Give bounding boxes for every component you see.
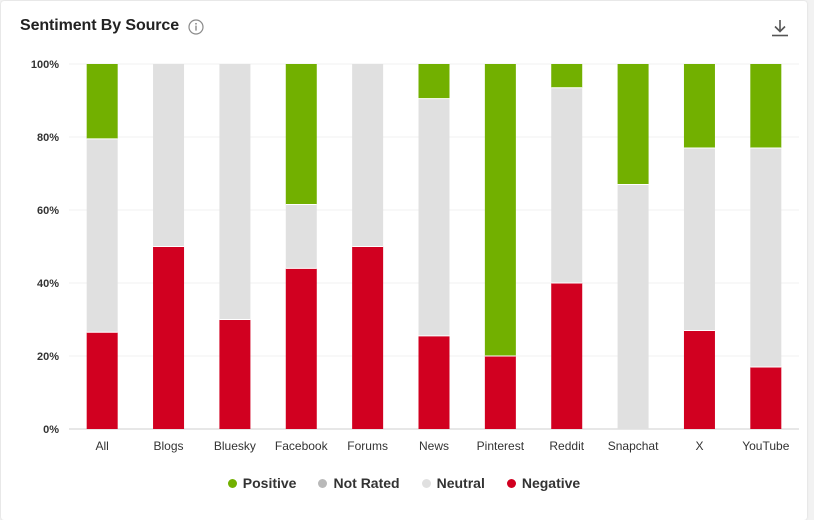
legend-dot-not-rated: [318, 478, 328, 488]
bar-negative-blogs[interactable]: [153, 246, 185, 430]
legend-label-not-rated: Not Rated: [333, 475, 400, 491]
bar-negative-reddit[interactable]: [551, 283, 583, 429]
bar-negative-facebook[interactable]: [285, 268, 317, 429]
bar-neutral-news[interactable]: [418, 98, 450, 336]
legend-dot-neutral: [421, 478, 431, 488]
bar-neutral-facebook[interactable]: [285, 204, 317, 269]
bar-neutral-x[interactable]: [683, 147, 715, 331]
bar-neutral-youtube[interactable]: [750, 147, 782, 367]
bar-neutral-reddit[interactable]: [551, 87, 583, 283]
info-icon[interactable]: [188, 19, 204, 35]
bar-neutral-all[interactable]: [86, 138, 118, 333]
bar-negative-news[interactable]: [418, 335, 450, 429]
legend-item-positive[interactable]: Positive: [227, 475, 297, 491]
bar-neutral-snapchat[interactable]: [617, 184, 649, 429]
bar-negative-forums[interactable]: [352, 246, 384, 430]
bar-positive-facebook[interactable]: [285, 64, 317, 205]
legend-label-neutral: Neutral: [436, 475, 485, 491]
x-tick-label: Facebook: [275, 439, 329, 453]
legend-dot-negative: [506, 478, 516, 488]
bar-neutral-bluesky[interactable]: [219, 64, 251, 320]
legend-dot-positive: [227, 478, 237, 488]
legend-item-not-rated[interactable]: Not Rated: [318, 475, 400, 491]
y-tick-label: 0%: [43, 424, 59, 436]
bar-positive-snapchat[interactable]: [617, 64, 649, 185]
bar-negative-all[interactable]: [86, 332, 118, 429]
y-tick-label: 100%: [31, 59, 59, 71]
download-icon[interactable]: [769, 17, 791, 39]
x-tick-label: Snapchat: [608, 439, 659, 453]
bar-positive-youtube[interactable]: [750, 64, 782, 148]
bar-positive-all[interactable]: [86, 64, 118, 139]
bar-positive-reddit[interactable]: [551, 64, 583, 88]
legend-label-negative: Negative: [521, 475, 581, 491]
y-tick-label: 80%: [37, 132, 59, 144]
bar-negative-pinterest[interactable]: [484, 356, 516, 429]
x-tick-label: Reddit: [549, 439, 584, 453]
y-tick-label: 20%: [37, 351, 59, 363]
bar-neutral-forums[interactable]: [352, 64, 384, 247]
x-tick-label: All: [96, 439, 109, 453]
bar-negative-youtube[interactable]: [750, 366, 782, 429]
x-tick-label: YouTube: [742, 439, 789, 453]
y-tick-label: 60%: [37, 205, 59, 217]
x-tick-label: X: [695, 439, 703, 453]
stacked-bar-chart: 0% 20% 40% 60% 80% 100% All Blogs Bluesky Faceboo…: [31, 59, 799, 453]
x-tick-label: Bluesky: [214, 439, 256, 453]
bar-neutral-blogs[interactable]: [153, 64, 185, 247]
bar-positive-x[interactable]: [683, 64, 715, 148]
legend-label-positive: Positive: [242, 475, 297, 491]
bar-negative-bluesky[interactable]: [219, 319, 251, 430]
x-tick-label: Blogs: [154, 439, 184, 453]
bar-negative-x[interactable]: [683, 330, 715, 429]
x-tick-label: Forums: [347, 439, 388, 453]
chart-title: Sentiment By Source: [20, 17, 180, 34]
legend-item-negative[interactable]: Negative: [506, 475, 581, 491]
legend-item-neutral[interactable]: Neutral: [421, 475, 485, 491]
y-tick-label: 40%: [37, 278, 59, 290]
x-tick-label: News: [419, 439, 449, 453]
bar-positive-news[interactable]: [418, 64, 450, 99]
bar-positive-pinterest[interactable]: [484, 64, 516, 356]
chart-legend: Positive Not Rated Neutral Negative: [1, 475, 807, 491]
x-tick-label: Pinterest: [477, 439, 525, 453]
